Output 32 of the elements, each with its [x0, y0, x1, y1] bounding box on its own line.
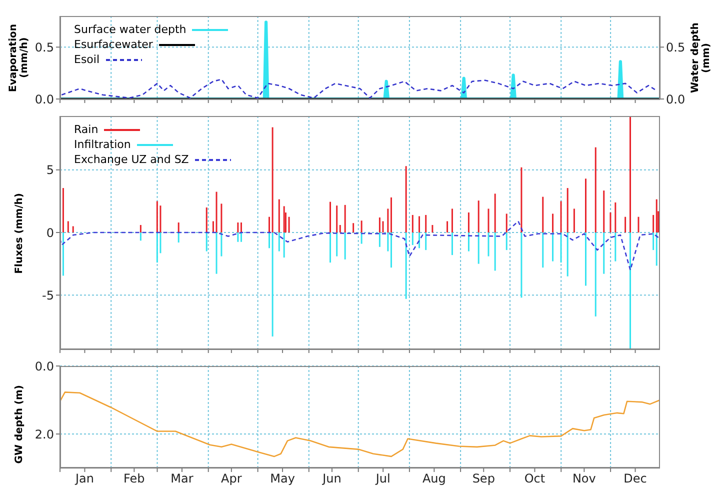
x-tick-label: Feb [124, 472, 145, 486]
x-tick-label: Apr [221, 472, 242, 486]
legend-label: Infiltration [74, 137, 131, 152]
y-axis-title: GW depth (m) [14, 384, 24, 464]
y2-axis-title: Water depth (mm) [690, 22, 712, 96]
x-tick-label: Sep [472, 472, 495, 486]
x-tick-label: Oct [524, 472, 546, 486]
y-tick-label: 0 [46, 226, 54, 240]
x-tick-label: Jun [322, 472, 342, 486]
x-tick-label: Mar [170, 472, 194, 486]
legend-label: Exchange UZ and SZ [74, 152, 189, 167]
y2-tick-label: 0.0 [666, 92, 686, 106]
y-tick-label: -5 [42, 288, 54, 302]
legend-label: Rain [74, 122, 98, 137]
x-tick-label: Jan [74, 472, 94, 486]
y-tick-label: 2.0 [34, 427, 54, 442]
y-axis-title: Fluxes (mm/h) [14, 192, 24, 274]
y2-tick-label: 0.5 [666, 40, 686, 54]
legend-label: Surface water depth [74, 22, 186, 37]
y-tick-label: 0.0 [34, 92, 54, 106]
y-tick-label: 0.0 [34, 359, 54, 374]
x-tick-label: Dec [624, 472, 647, 486]
legend-label: Esoil [74, 52, 100, 67]
legend-label: Esurfacewater [74, 37, 153, 52]
y-tick-label: 0.5 [34, 40, 54, 54]
y-axis-title: Evaporation (mm/h) [8, 23, 30, 94]
x-tick-label: Nov [572, 472, 596, 486]
y-tick-label: 5 [46, 163, 54, 178]
x-tick-label: Jul [374, 472, 390, 486]
x-tick-label: Aug [422, 472, 446, 486]
line-series [60, 220, 660, 271]
x-tick-label: May [270, 472, 295, 486]
